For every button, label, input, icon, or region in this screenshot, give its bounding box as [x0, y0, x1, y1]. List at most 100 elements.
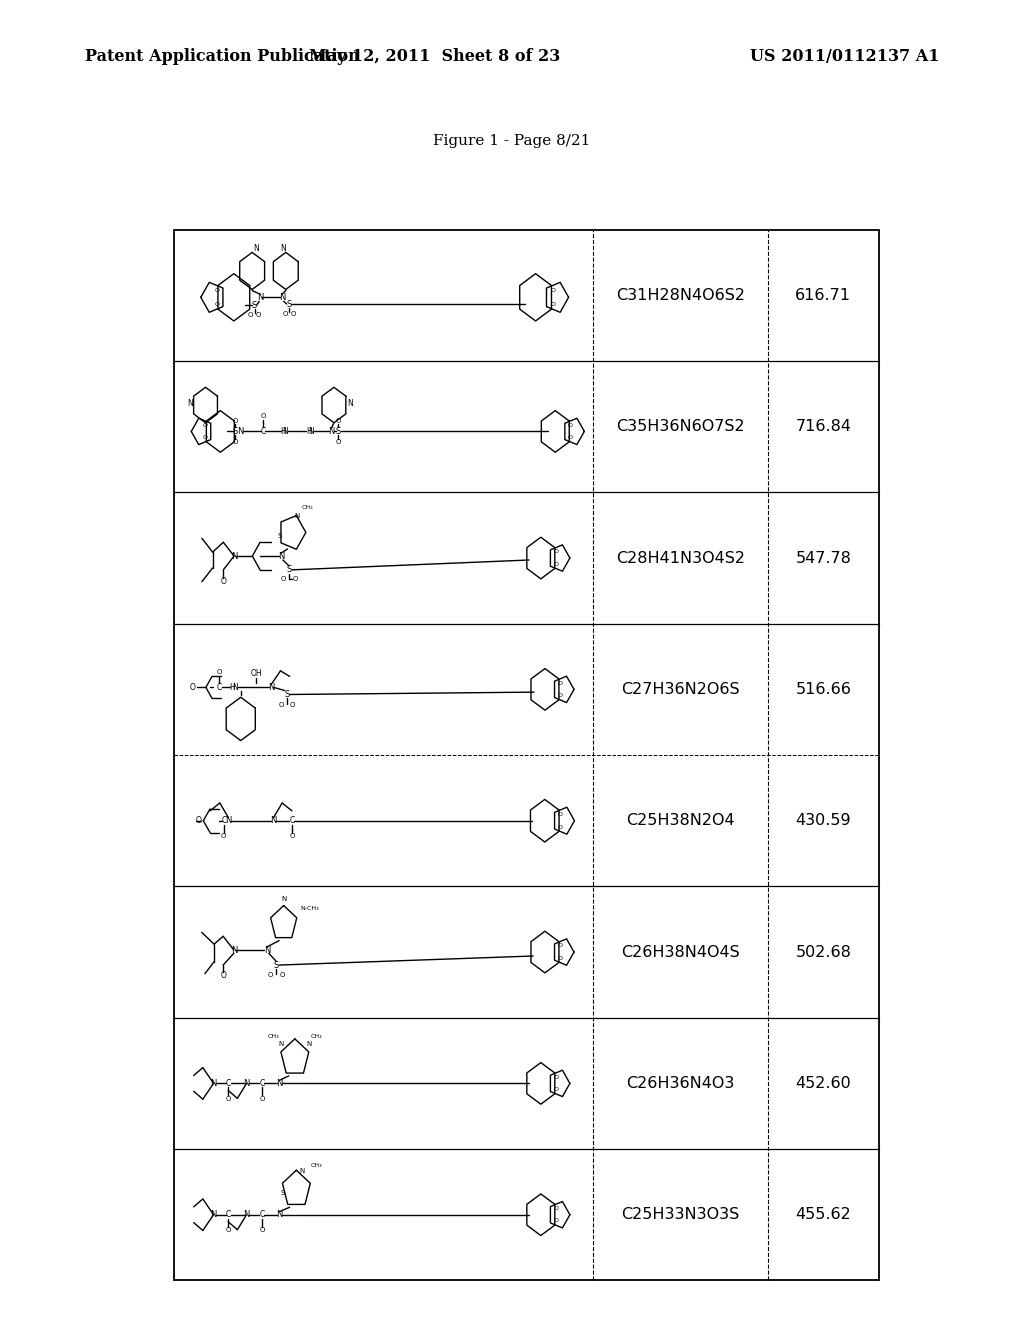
Text: O: O	[248, 312, 253, 318]
Text: OH: OH	[250, 669, 262, 678]
Text: C: C	[290, 816, 295, 825]
Text: O: O	[259, 1096, 264, 1102]
Text: N: N	[283, 426, 289, 436]
Text: Figure 1 - Page 8/21: Figure 1 - Page 8/21	[433, 135, 591, 148]
Text: O: O	[256, 312, 261, 318]
Text: N-CH₃: N-CH₃	[300, 906, 319, 911]
Text: N: N	[329, 426, 335, 436]
Text: N: N	[306, 1041, 311, 1047]
Text: O: O	[568, 422, 572, 428]
Text: O: O	[550, 288, 555, 293]
Text: O: O	[281, 576, 286, 582]
Text: O: O	[557, 681, 562, 685]
Text: N: N	[347, 399, 352, 408]
Text: O: O	[558, 825, 562, 829]
Text: C: C	[225, 1078, 230, 1088]
Text: O: O	[557, 944, 562, 948]
Text: O: O	[220, 972, 226, 981]
Text: N: N	[210, 1078, 217, 1088]
Text: N: N	[276, 1078, 283, 1088]
Text: CH₃: CH₃	[310, 1163, 323, 1168]
Text: C: C	[260, 426, 265, 436]
Text: N: N	[294, 513, 299, 519]
Text: O: O	[553, 1088, 558, 1092]
Text: O: O	[232, 417, 238, 424]
Text: O: O	[203, 422, 208, 428]
Text: S: S	[285, 690, 290, 700]
Text: CH₃: CH₃	[302, 506, 313, 511]
Text: 502.68: 502.68	[796, 945, 851, 960]
Text: O: O	[553, 1218, 558, 1224]
Text: O: O	[290, 702, 295, 708]
Text: C26H36N4O3: C26H36N4O3	[627, 1076, 735, 1090]
Text: 455.62: 455.62	[796, 1208, 851, 1222]
Text: O: O	[553, 549, 558, 554]
Text: C25H38N2O4: C25H38N2O4	[627, 813, 735, 828]
Text: O: O	[553, 1206, 558, 1210]
Text: 716.84: 716.84	[796, 420, 851, 434]
Text: N: N	[230, 552, 238, 561]
Text: O: O	[557, 693, 562, 698]
Text: N: N	[238, 426, 244, 436]
Text: 516.66: 516.66	[796, 682, 851, 697]
Text: S: S	[232, 426, 238, 436]
Text: C31H28N4O6S2: C31H28N4O6S2	[616, 288, 745, 302]
Text: S: S	[336, 426, 341, 436]
Text: N: N	[308, 426, 314, 436]
Text: C26H38N4O4S: C26H38N4O4S	[622, 945, 740, 960]
Text: O: O	[196, 816, 202, 825]
Text: May 12, 2011  Sheet 8 of 23: May 12, 2011 Sheet 8 of 23	[308, 49, 560, 65]
Text: N: N	[244, 1078, 250, 1088]
Text: O: O	[214, 302, 219, 308]
Text: N: N	[264, 945, 270, 954]
Text: N: N	[279, 293, 286, 302]
Text: O: O	[568, 436, 572, 440]
Text: O: O	[225, 1228, 230, 1233]
Text: O: O	[336, 440, 341, 445]
Text: C27H36N2O6S: C27H36N2O6S	[622, 682, 740, 697]
Text: O: O	[293, 576, 298, 582]
Text: N: N	[279, 552, 285, 561]
Text: O: O	[550, 302, 555, 308]
Text: N: N	[300, 1168, 305, 1175]
Text: O: O	[557, 956, 562, 961]
Text: O: O	[553, 562, 558, 566]
Text: O: O	[221, 833, 226, 840]
Text: N: N	[210, 1210, 217, 1220]
Text: S: S	[281, 1191, 285, 1196]
Text: N: N	[276, 1210, 283, 1220]
Text: C25H33N3O3S: C25H33N3O3S	[622, 1208, 739, 1222]
Text: O: O	[279, 702, 285, 708]
Text: O: O	[289, 833, 295, 840]
Text: O: O	[203, 436, 208, 440]
Text: N: N	[186, 399, 193, 408]
Text: N: N	[280, 244, 286, 252]
Text: N: N	[268, 682, 274, 692]
Text: N: N	[232, 682, 239, 692]
Text: O: O	[280, 972, 285, 978]
Text: O: O	[283, 312, 288, 317]
Text: N: N	[253, 244, 259, 252]
Text: O: O	[214, 288, 219, 293]
Text: N: N	[257, 293, 263, 302]
Text: 547.78: 547.78	[796, 550, 851, 565]
Text: C35H36N6O7S2: C35H36N6O7S2	[616, 420, 744, 434]
Text: O: O	[225, 1096, 230, 1102]
Text: N: N	[225, 816, 231, 825]
Text: Patent Application Publication: Patent Application Publication	[85, 49, 359, 65]
Text: US 2011/0112137 A1: US 2011/0112137 A1	[750, 49, 939, 65]
Text: N: N	[244, 1210, 250, 1220]
Text: S: S	[287, 300, 292, 309]
Bar	[174, 230, 879, 1280]
Text: O: O	[553, 1074, 558, 1080]
Text: O: O	[232, 440, 238, 445]
Text: S: S	[252, 301, 257, 310]
Text: S: S	[287, 565, 292, 574]
Text: CH₃: CH₃	[267, 1034, 280, 1039]
Text: O: O	[190, 682, 196, 692]
Text: C28H41N3O4S2: C28H41N3O4S2	[616, 550, 745, 565]
Text: C: C	[259, 1210, 264, 1220]
Text: C: C	[259, 1078, 264, 1088]
Text: N: N	[230, 945, 237, 954]
Text: H: H	[229, 682, 236, 692]
